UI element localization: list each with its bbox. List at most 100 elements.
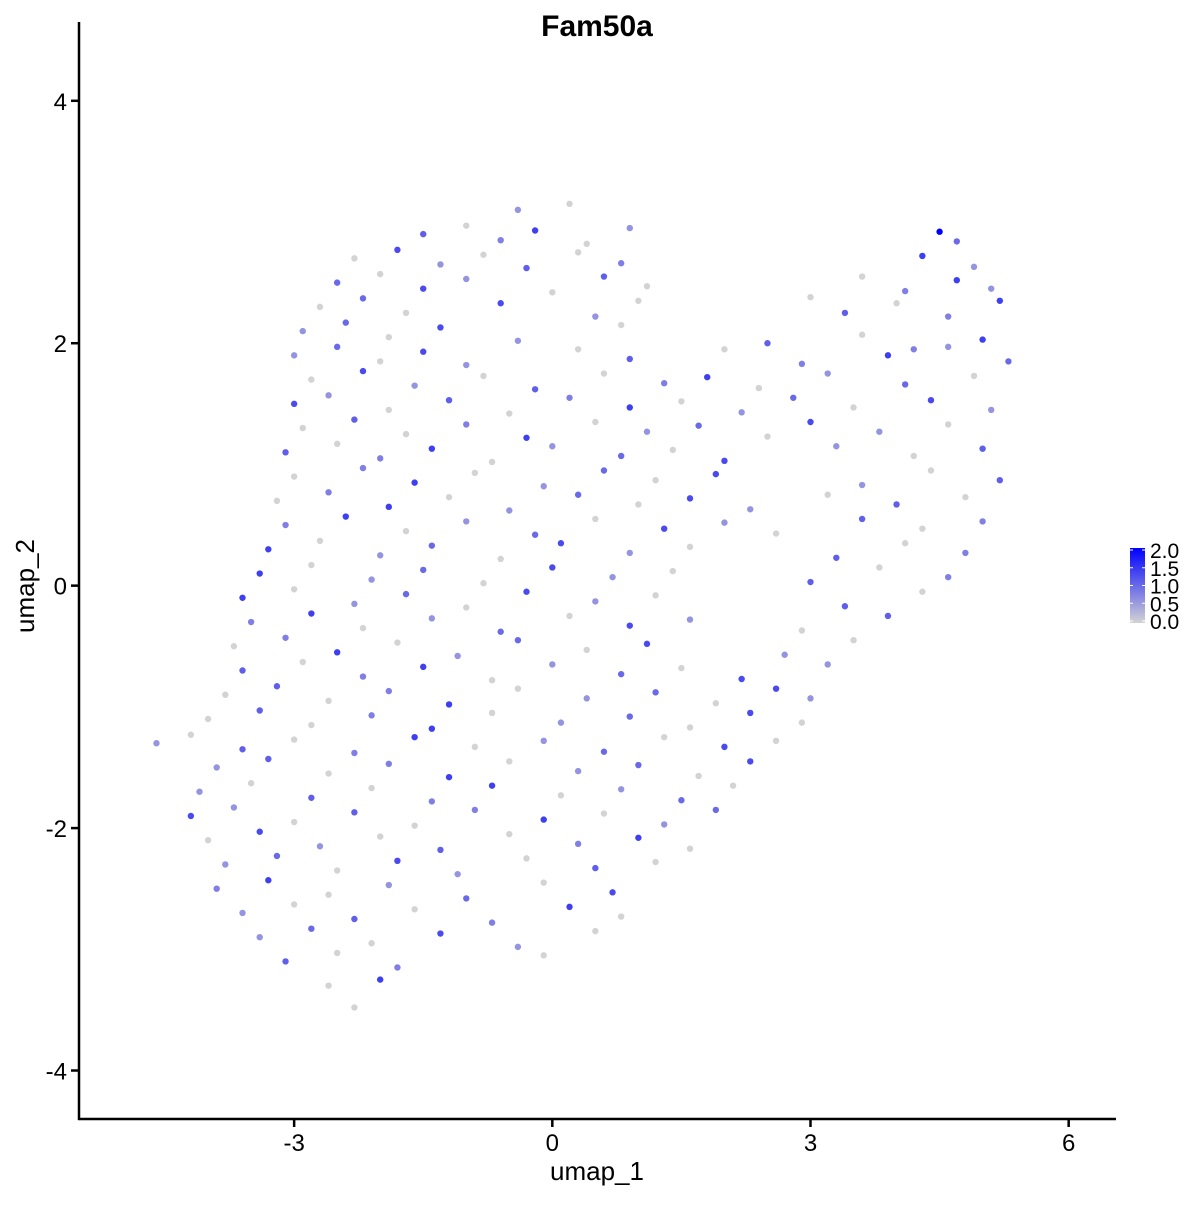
data-point [359, 464, 367, 472]
data-point [359, 624, 367, 632]
data-point [807, 695, 814, 702]
data-point [351, 809, 358, 816]
data-point [265, 877, 272, 884]
data-point [488, 782, 496, 789]
data-point [790, 394, 797, 401]
data-point [600, 370, 608, 377]
data-point [463, 421, 470, 428]
data-point [342, 319, 349, 326]
data-point [893, 300, 900, 307]
data-point [626, 713, 633, 720]
data-point [944, 573, 952, 581]
data-point [626, 355, 633, 363]
data-point [643, 640, 651, 648]
data-point [617, 452, 625, 460]
data-point [273, 852, 281, 860]
data-point [394, 964, 401, 971]
data-point [411, 733, 418, 741]
data-point [678, 664, 685, 672]
y-axis-label: umap_2 [10, 539, 40, 633]
data-point [359, 295, 367, 302]
data-point [557, 792, 565, 799]
data-point [979, 445, 986, 452]
data-point [600, 273, 608, 280]
data-point [850, 636, 857, 644]
data-point [230, 804, 238, 811]
data-point [497, 628, 504, 635]
data-point [747, 709, 754, 717]
data-point [824, 491, 831, 498]
data-point [626, 404, 633, 411]
data-point [609, 889, 616, 896]
data-point [574, 249, 582, 256]
data-point [686, 616, 694, 623]
data-point [394, 639, 401, 646]
colorbar-ticks: 2.01.51.00.50.0 [1130, 540, 1179, 634]
data-point [944, 313, 952, 320]
data-point [282, 958, 289, 965]
data-point [858, 273, 866, 280]
data-point [712, 700, 720, 707]
data-point [686, 724, 694, 731]
data-point [592, 418, 599, 426]
data-point [712, 806, 720, 814]
data-point [781, 651, 788, 658]
data-point [385, 881, 393, 889]
data-point [523, 264, 530, 272]
data-point [325, 891, 332, 898]
x-ticks: -3 0 3 6 [283, 1119, 1075, 1157]
data-point [686, 845, 694, 852]
data-point [669, 567, 677, 575]
data-point [437, 261, 444, 268]
data-point [833, 443, 840, 450]
data-point [488, 709, 496, 717]
data-point [385, 760, 393, 768]
data-point [333, 343, 341, 351]
data-point [471, 469, 479, 477]
data-point [471, 743, 479, 751]
data-point [222, 861, 229, 868]
data-point [385, 406, 393, 414]
data-point [626, 549, 633, 557]
data-point [437, 324, 444, 331]
data-point [411, 906, 418, 913]
data-point [368, 940, 375, 947]
data-point [540, 483, 547, 490]
data-point [377, 976, 384, 983]
data-point [308, 610, 315, 617]
data-point [540, 816, 547, 823]
colorbar-legend: 2.01.51.00.50.0 [1130, 540, 1179, 634]
data-point [643, 428, 651, 435]
data-point [385, 687, 393, 695]
data-point [884, 612, 892, 620]
data-point [764, 340, 771, 347]
data-point [394, 857, 401, 865]
data-point [428, 798, 436, 805]
data-point [488, 919, 496, 926]
data-point [230, 643, 238, 650]
data-point [402, 430, 410, 438]
data-point [635, 761, 642, 769]
data-point [351, 915, 358, 923]
data-point [626, 622, 633, 629]
data-point [256, 570, 263, 577]
data-point [988, 406, 995, 414]
colorbar-label: 0.0 [1150, 611, 1179, 634]
data-point [549, 443, 556, 450]
data-point [747, 758, 754, 765]
data-point [437, 930, 444, 937]
data-point [351, 255, 358, 262]
data-point [523, 588, 530, 595]
data-point [652, 858, 659, 866]
data-point [265, 546, 272, 553]
data-point [187, 731, 195, 738]
data-point [755, 384, 763, 392]
data-point [617, 670, 625, 678]
data-point [798, 627, 806, 634]
data-point [316, 303, 324, 311]
data-point [531, 386, 539, 393]
colorbar-label: 0.5 [1150, 593, 1179, 616]
data-point [222, 691, 229, 698]
data-point [884, 352, 892, 359]
data-point [247, 618, 255, 626]
